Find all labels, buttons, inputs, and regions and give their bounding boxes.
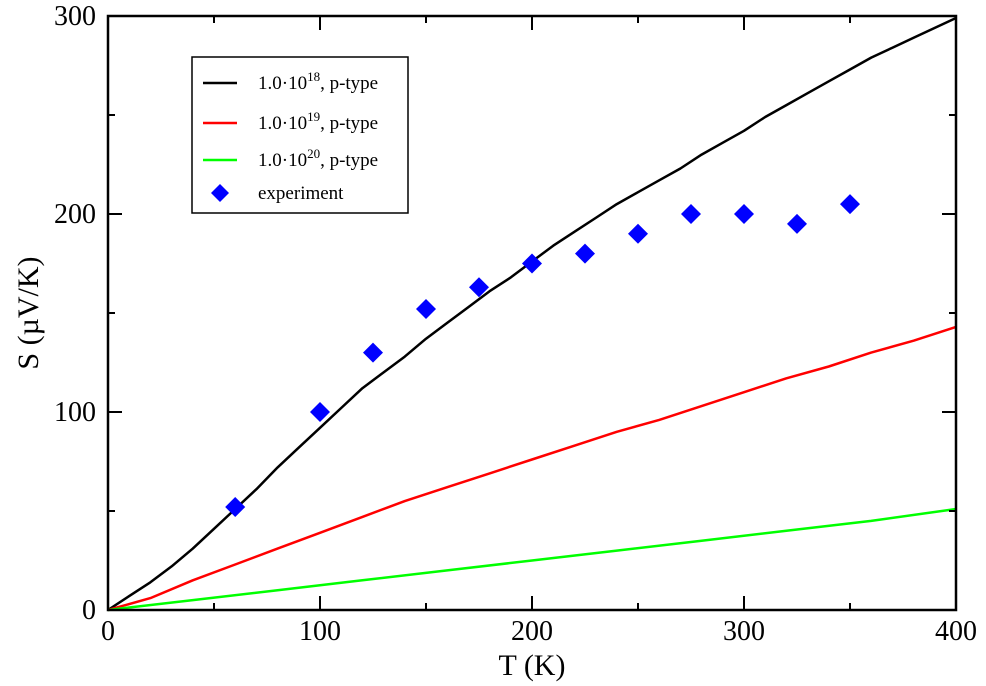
y-tick-label: 0 <box>82 595 96 626</box>
experiment-point <box>225 497 246 518</box>
ticks-layer: 0 100 200 300 400 0 100 200 300 <box>54 1 977 647</box>
experiment-point <box>787 213 807 234</box>
legend-swatch-diamond <box>211 184 229 202</box>
legend-label: 1.0·1018, p-type <box>258 69 378 94</box>
series-line-3 <box>107 507 957 612</box>
y-axis-label: S (µV/K) <box>12 256 45 369</box>
experiment-point <box>681 204 701 224</box>
series-line-2 <box>107 325 957 612</box>
y-tick-label: 100 <box>54 397 96 428</box>
experiment-point <box>310 402 330 422</box>
y-tick-label: 200 <box>54 199 96 230</box>
legend-label: 1.0·1019, p-type <box>258 109 378 134</box>
x-axis-label: T (K) <box>499 649 566 682</box>
legend-label: experiment <box>258 183 344 204</box>
x-tick-label: 200 <box>511 616 553 647</box>
x-tick-label: 0 <box>101 616 115 647</box>
x-tick-label: 100 <box>299 616 341 647</box>
experiment-point <box>522 253 542 274</box>
legend: 1.0·1018, p-type 1.0·1019, p-type 1.0·1020… <box>191 56 409 214</box>
experiment-point <box>416 299 436 320</box>
series-layer <box>107 16 957 612</box>
legend-label: 1.0·1020, p-type <box>258 146 378 171</box>
experiment-point <box>575 243 595 264</box>
experiment-point <box>469 277 489 298</box>
experiment-point <box>363 342 383 363</box>
experiment-point <box>734 204 754 224</box>
x-tick-label: 400 <box>935 616 977 647</box>
y-tick-label: 300 <box>54 1 96 32</box>
experiment-point <box>628 223 648 244</box>
experiment-point <box>840 194 860 215</box>
x-tick-label: 300 <box>723 616 765 647</box>
